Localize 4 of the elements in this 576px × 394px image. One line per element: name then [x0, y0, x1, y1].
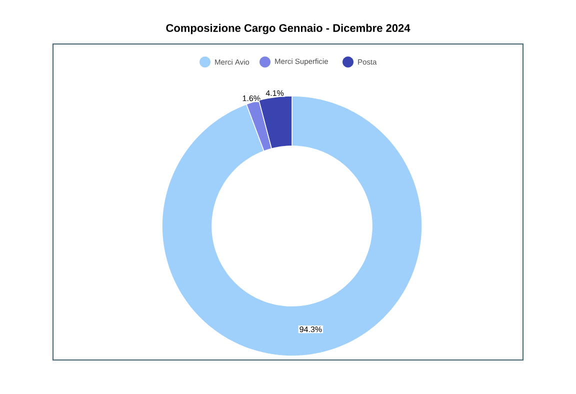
data-label: 1.6%	[242, 95, 260, 102]
chart-title: Composizione Cargo Gennaio - Dicembre 2024	[166, 24, 410, 34]
data-label: 4.1%	[266, 90, 284, 96]
data-label: 94.3%	[300, 326, 322, 332]
